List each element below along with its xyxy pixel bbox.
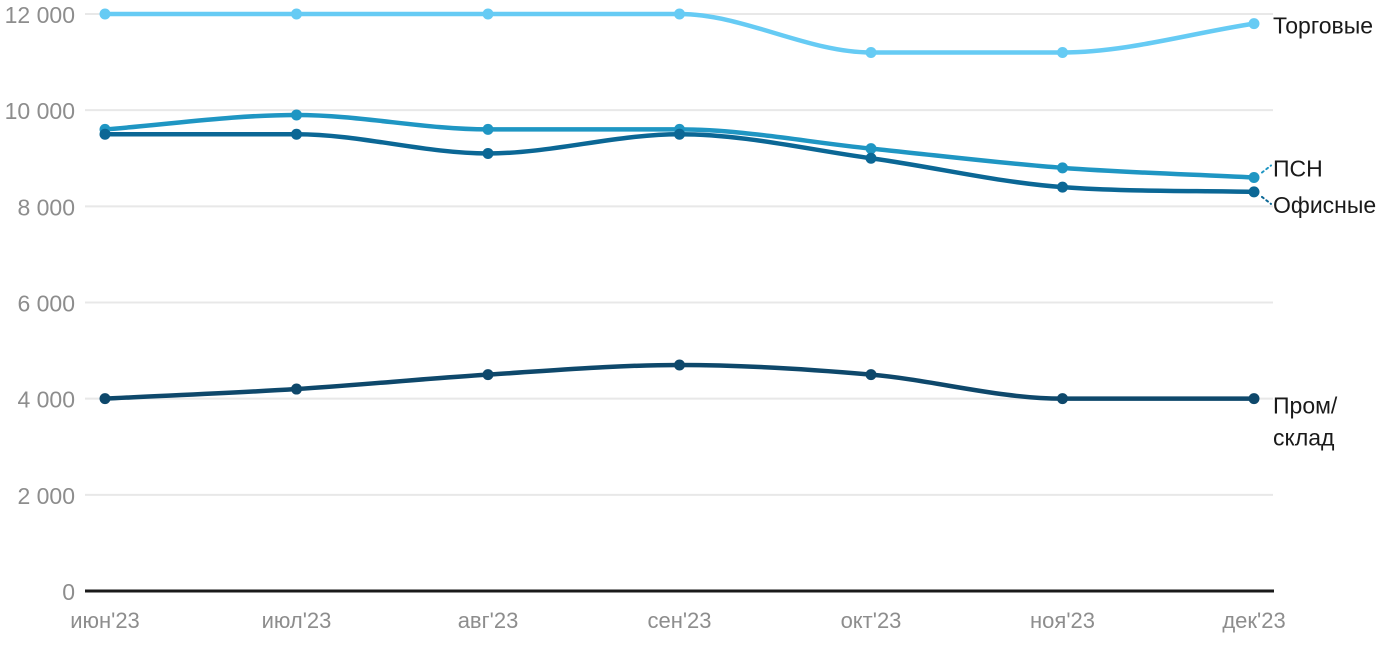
series-label-ofisnye: Офисные	[1273, 192, 1376, 218]
data-point-prom-sklad-5[interactable]	[1057, 393, 1068, 405]
data-point-torgovye-5[interactable]	[1057, 46, 1068, 58]
y-tick-label: 10 000	[5, 98, 75, 124]
y-tick-label: 2 000	[17, 483, 75, 509]
data-point-psn-2[interactable]	[482, 123, 494, 135]
data-point-ofisnye-6[interactable]	[1248, 186, 1260, 198]
y-tick-label: 8 000	[17, 194, 75, 220]
data-point-prom-sklad-2[interactable]	[482, 369, 494, 381]
data-point-ofisnye-0[interactable]	[99, 128, 111, 140]
data-point-ofisnye-3[interactable]	[674, 128, 685, 140]
data-point-torgovye-4[interactable]	[865, 46, 877, 58]
data-point-torgovye-6[interactable]	[1248, 18, 1260, 30]
label-connector-ofisnye	[1261, 195, 1272, 205]
x-tick-label: июл'23	[262, 608, 332, 633]
series-label-prom-sklad: склад	[1273, 425, 1335, 451]
y-tick-label: 6 000	[17, 291, 75, 317]
data-point-prom-sklad-0[interactable]	[99, 393, 111, 405]
series-label-torgovye: Торговые	[1273, 13, 1373, 39]
data-point-ofisnye-2[interactable]	[482, 147, 494, 159]
data-point-prom-sklad-4[interactable]	[865, 369, 877, 381]
x-tick-label: окт'23	[841, 608, 902, 633]
data-point-prom-sklad-1[interactable]	[291, 383, 302, 395]
x-tick-label: июн'23	[70, 608, 140, 633]
data-point-ofisnye-4[interactable]	[865, 152, 877, 164]
y-tick-label: 0	[62, 579, 75, 605]
data-point-prom-sklad-3[interactable]	[674, 359, 685, 371]
x-tick-label: авг'23	[458, 608, 519, 633]
data-point-torgovye-2[interactable]	[482, 8, 494, 20]
x-tick-label: дек'23	[1222, 608, 1285, 633]
data-point-psn-5[interactable]	[1057, 162, 1068, 174]
series-label-psn: ПСН	[1273, 155, 1323, 181]
data-point-ofisnye-5[interactable]	[1057, 181, 1068, 193]
data-point-ofisnye-1[interactable]	[291, 128, 302, 140]
series-label-prom-sklad: Пром/	[1273, 393, 1338, 419]
series-line-torgovye	[102, 11, 1257, 55]
data-point-psn-6[interactable]	[1248, 171, 1260, 183]
y-tick-label: 4 000	[17, 387, 75, 413]
label-connector-psn	[1261, 164, 1272, 174]
data-point-torgovye-3[interactable]	[674, 8, 685, 20]
x-tick-label: ноя'23	[1030, 608, 1095, 633]
data-point-prom-sklad-6[interactable]	[1248, 393, 1260, 405]
x-tick-label: сен'23	[647, 608, 711, 633]
data-point-psn-4[interactable]	[865, 143, 877, 155]
y-tick-label: 12 000	[5, 2, 75, 28]
series-line-ofisnye	[102, 131, 1257, 195]
data-point-torgovye-0[interactable]	[99, 8, 111, 20]
data-point-torgovye-1[interactable]	[291, 8, 302, 20]
data-point-psn-1[interactable]	[291, 109, 302, 121]
